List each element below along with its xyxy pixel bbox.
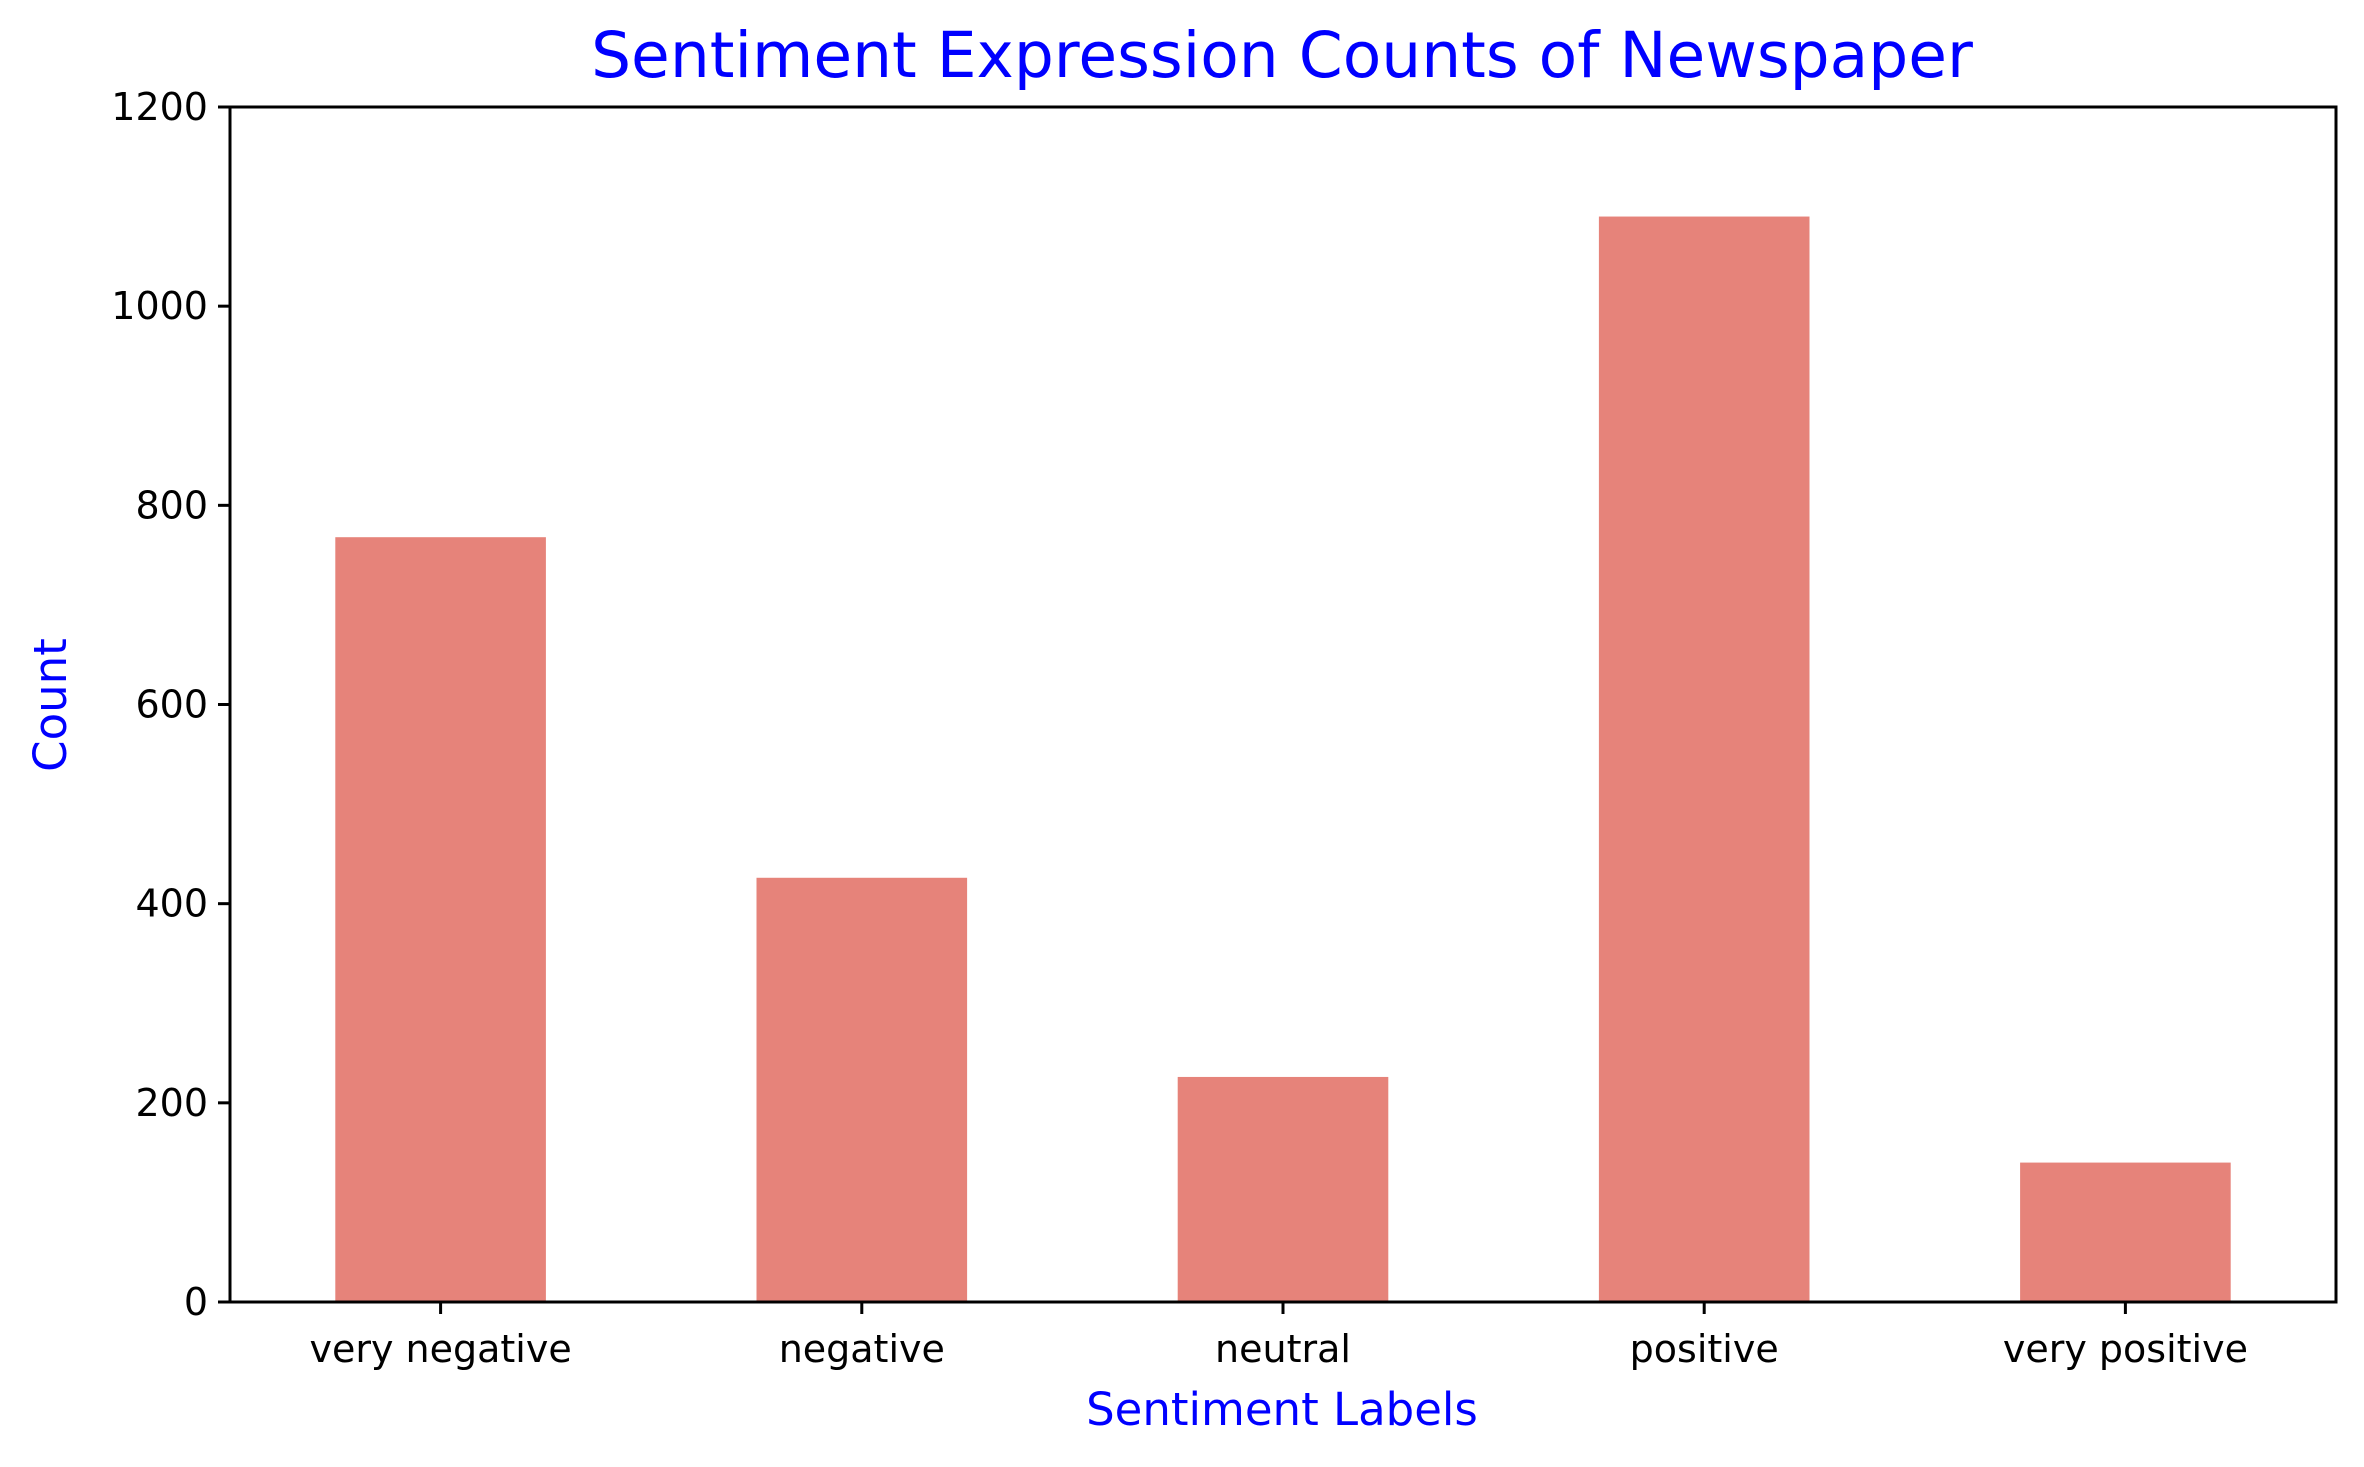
x-tick-label: negative [779,1327,945,1371]
y-tick-label: 0 [184,1280,208,1324]
x-tick-label: very negative [309,1327,571,1371]
bar-very-negative [335,537,546,1302]
y-tick-label: 1200 [111,85,208,129]
x-tick-label: very positive [2003,1327,2248,1371]
y-tick-label: 200 [135,1081,208,1125]
bar-group [335,216,2231,1303]
y-tick-label: 600 [135,683,208,727]
x-tick-label: positive [1630,1327,1779,1371]
bar-neutral [1177,1076,1389,1302]
x-tick-label: neutral [1215,1327,1351,1371]
plot-frame [228,105,2338,1304]
y-axis-ticks: 0 200 400 600 800 1000 1200 [111,85,230,1324]
bar-negative [756,877,968,1302]
y-tick-label: 400 [135,882,208,926]
chart-title: Sentiment Expression Counts of Newspaper [591,19,1973,92]
y-tick-label: 1000 [111,284,208,328]
y-axis-label: Count [24,638,77,772]
x-axis-ticks: very negative negative neutral positive very… [309,1302,2248,1371]
x-axis-label: Sentiment Labels [1086,1383,1478,1436]
bar-very-positive [2020,1162,2231,1302]
bar-positive [1598,216,1810,1303]
y-tick-label: 800 [135,483,208,527]
